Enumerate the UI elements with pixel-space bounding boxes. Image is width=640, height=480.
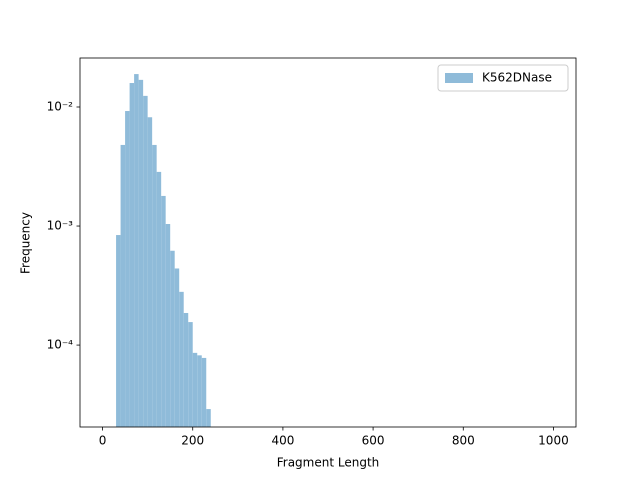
x-tick-label: 600 (362, 434, 385, 448)
bar (152, 144, 157, 427)
bar (116, 235, 121, 427)
bar (125, 111, 130, 428)
bar (156, 171, 162, 427)
bar (188, 322, 193, 427)
bar (134, 74, 139, 428)
x-tick-label: 0 (99, 434, 107, 448)
bar (120, 144, 126, 427)
x-tick-label: 200 (181, 434, 204, 448)
bar (192, 352, 198, 427)
x-tick-label: 800 (452, 434, 475, 448)
y-tick-label: 10⁻² (47, 99, 74, 113)
bar (183, 312, 189, 427)
bar (170, 250, 175, 427)
bar (143, 95, 148, 427)
legend-label: K562DNase (482, 71, 552, 85)
bar (138, 79, 144, 428)
bar (129, 83, 135, 427)
bar (201, 357, 207, 427)
bar (174, 268, 180, 427)
x-axis-label: Fragment Length (277, 456, 380, 470)
x-tick-label: 1000 (538, 434, 569, 448)
bar (206, 409, 211, 427)
legend-swatch (445, 73, 473, 83)
bar (147, 117, 153, 428)
bar (197, 355, 202, 427)
y-tick-label: 10⁻³ (47, 219, 74, 233)
y-tick-label: 10⁻⁴ (47, 338, 74, 352)
plot-frame (79, 57, 577, 428)
bar (179, 291, 184, 427)
bar (161, 195, 166, 427)
legend-box (437, 64, 569, 92)
y-axis-label: Frequency (19, 212, 33, 274)
x-tick-label: 400 (271, 434, 294, 448)
bar (165, 224, 171, 427)
